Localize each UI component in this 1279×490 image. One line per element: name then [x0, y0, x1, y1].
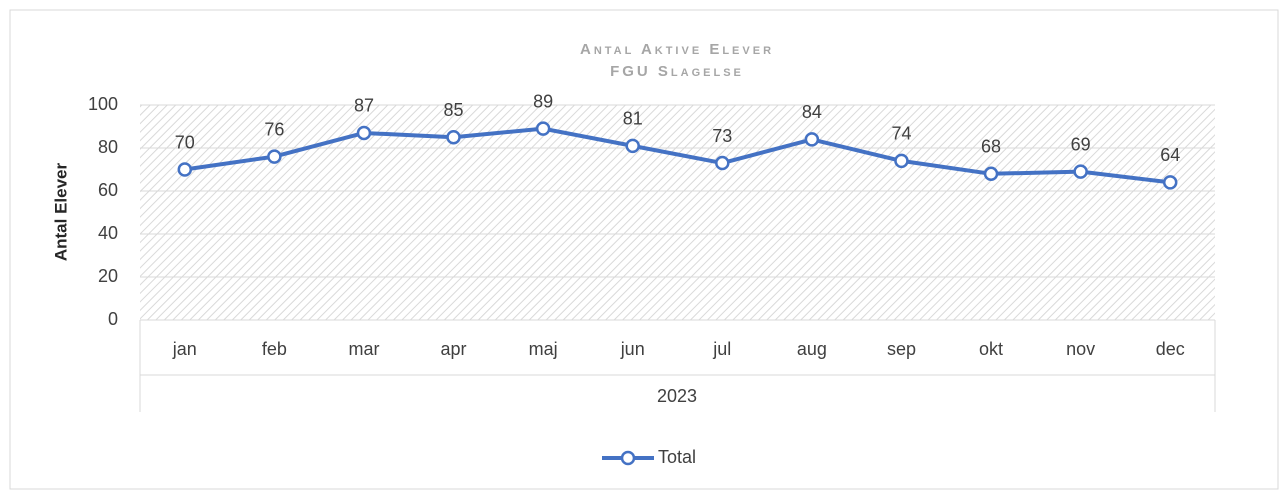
marker — [625, 138, 640, 154]
marker — [983, 166, 999, 182]
marker — [894, 153, 909, 169]
marker — [804, 132, 820, 147]
marker — [267, 149, 282, 164]
y-tick-label: 20 — [98, 266, 118, 286]
y-tick-label: 100 — [88, 94, 118, 114]
marker — [535, 121, 551, 136]
marker — [446, 130, 461, 145]
data-label: 69 — [1071, 134, 1091, 154]
data-label: 84 — [802, 102, 822, 122]
x-group-label: 2023 — [657, 386, 697, 406]
x-tick-label: okt — [979, 339, 1003, 359]
x-tick-label: jan — [172, 339, 197, 359]
marker — [177, 162, 193, 177]
y-tick-label: 0 — [108, 309, 118, 329]
marker — [356, 125, 372, 141]
x-tick-label: apr — [441, 339, 467, 359]
chart-title: Antal Aktive Elever — [580, 41, 774, 58]
legend-marker — [620, 450, 636, 466]
y-axis-label: Antal Elever — [51, 162, 70, 261]
data-label: 76 — [264, 119, 284, 139]
y-tick-label: 40 — [98, 223, 118, 243]
x-tick-label: sep — [887, 339, 916, 359]
marker — [1162, 175, 1178, 190]
x-tick-label: nov — [1066, 339, 1095, 359]
x-tick-label: feb — [262, 339, 287, 359]
data-label: 87 — [354, 96, 374, 116]
x-tick-label: jun — [620, 339, 645, 359]
y-tick-label: 80 — [98, 137, 118, 157]
data-label: 74 — [891, 124, 911, 144]
data-label: 64 — [1160, 145, 1180, 165]
x-tick-label: aug — [797, 339, 827, 359]
marker — [715, 155, 730, 171]
data-label: 68 — [981, 137, 1001, 157]
data-label: 70 — [175, 132, 195, 152]
marker — [1073, 164, 1088, 179]
data-label: 73 — [712, 126, 732, 146]
data-label: 81 — [623, 109, 643, 129]
line — [184, 126, 1171, 185]
plot-area — [140, 105, 1215, 320]
data-label: 85 — [444, 100, 464, 120]
x-tick-label: jul — [712, 339, 731, 359]
y-tick-label: 60 — [98, 180, 118, 200]
chart-subtitle: FGU Slagelse — [610, 63, 744, 80]
data-label: 89 — [533, 91, 553, 111]
legend-label: Total — [658, 447, 696, 467]
x-tick-label: dec — [1156, 339, 1185, 359]
x-tick-label: mar — [348, 339, 379, 359]
x-tick-label: maj — [529, 339, 558, 359]
